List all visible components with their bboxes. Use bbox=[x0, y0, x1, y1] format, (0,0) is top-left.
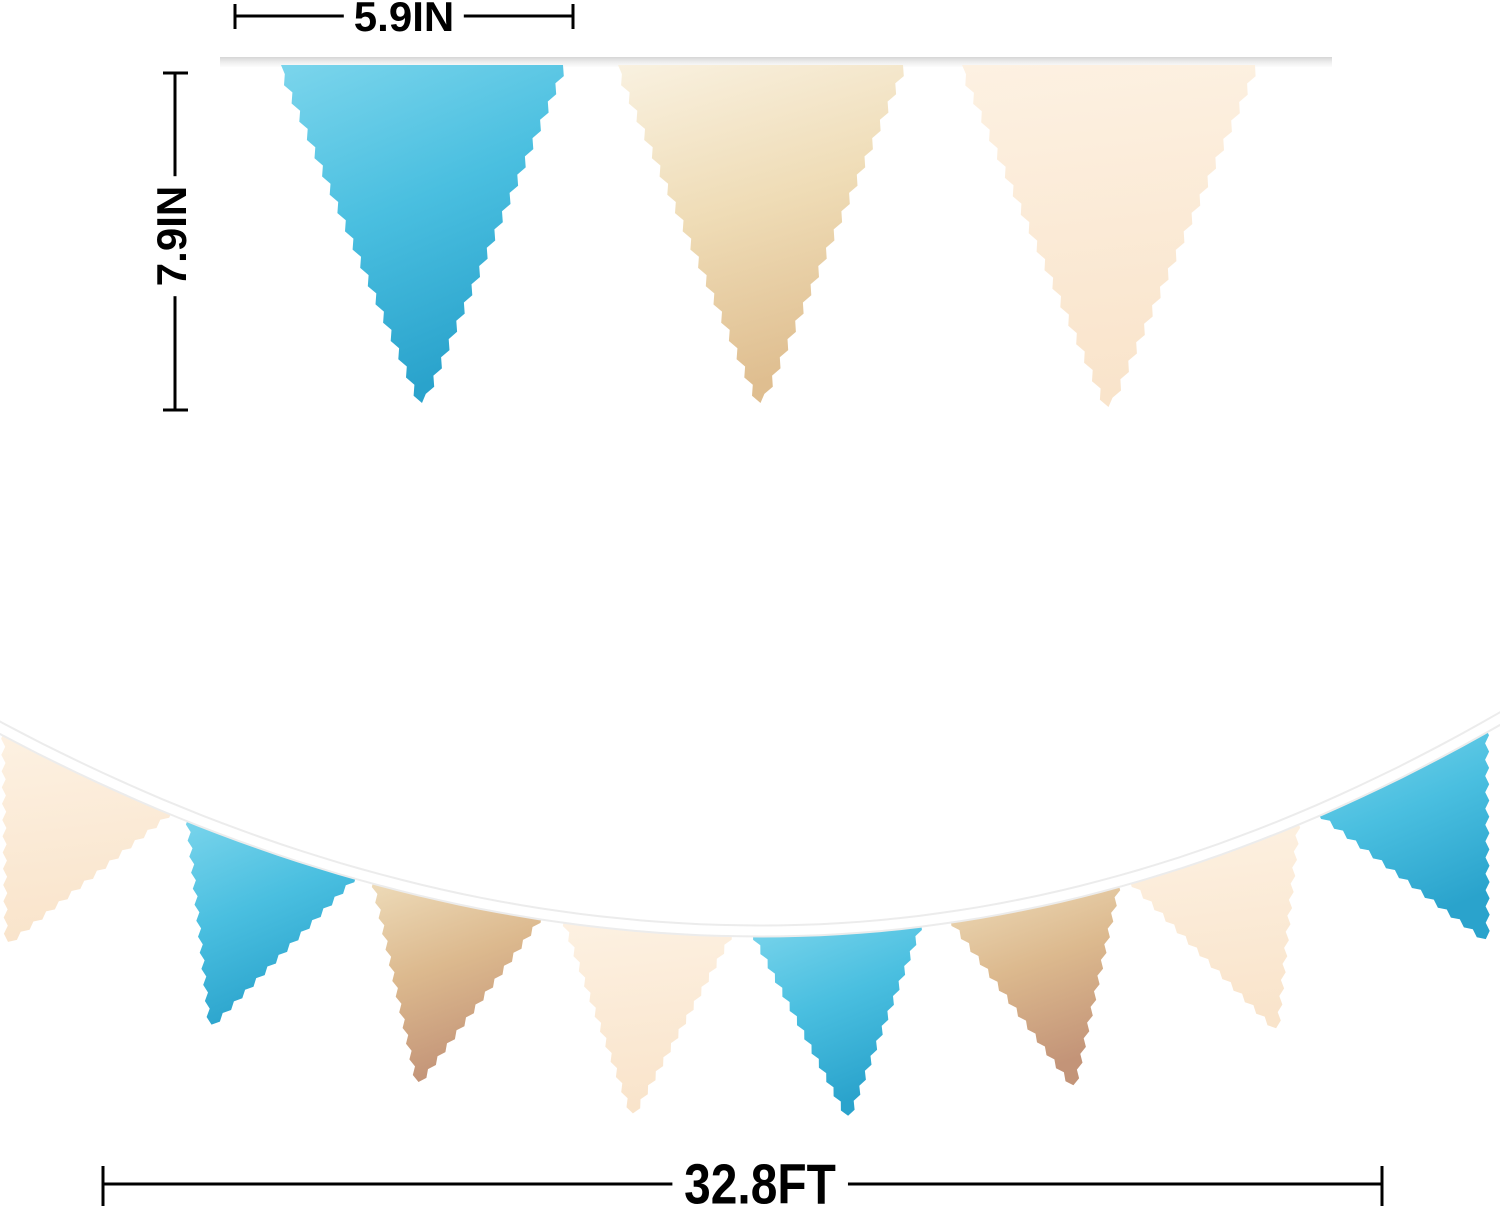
dimension-length-label: 32.8FT bbox=[672, 1154, 848, 1208]
top-pennant-2-gold_top bbox=[618, 65, 904, 403]
bottom-pennant-1-cream bbox=[1, 730, 173, 942]
bottom-string bbox=[0, 713, 1500, 936]
bottom-pennant-5-blue bbox=[753, 921, 922, 1116]
dimension-height-label: 7.9IN bbox=[148, 175, 195, 297]
bottom-pennant-6-gold_bottom bbox=[950, 881, 1121, 1086]
top-garland bbox=[220, 57, 1332, 407]
bottom-pennant-2-blue bbox=[185, 816, 357, 1025]
dimension-width-label: 5.9IN bbox=[343, 0, 465, 40]
bottom-pennant-4-cream bbox=[562, 917, 732, 1114]
top-pennant-3-cream bbox=[962, 65, 1256, 407]
bottom-garland bbox=[0, 711, 1500, 1116]
top-pennant-1-blue bbox=[281, 65, 564, 403]
bottom-pennant-8-blue bbox=[1317, 727, 1490, 940]
top-string bbox=[220, 57, 1332, 67]
bottom-pennant-3-gold_bottom bbox=[371, 878, 542, 1082]
